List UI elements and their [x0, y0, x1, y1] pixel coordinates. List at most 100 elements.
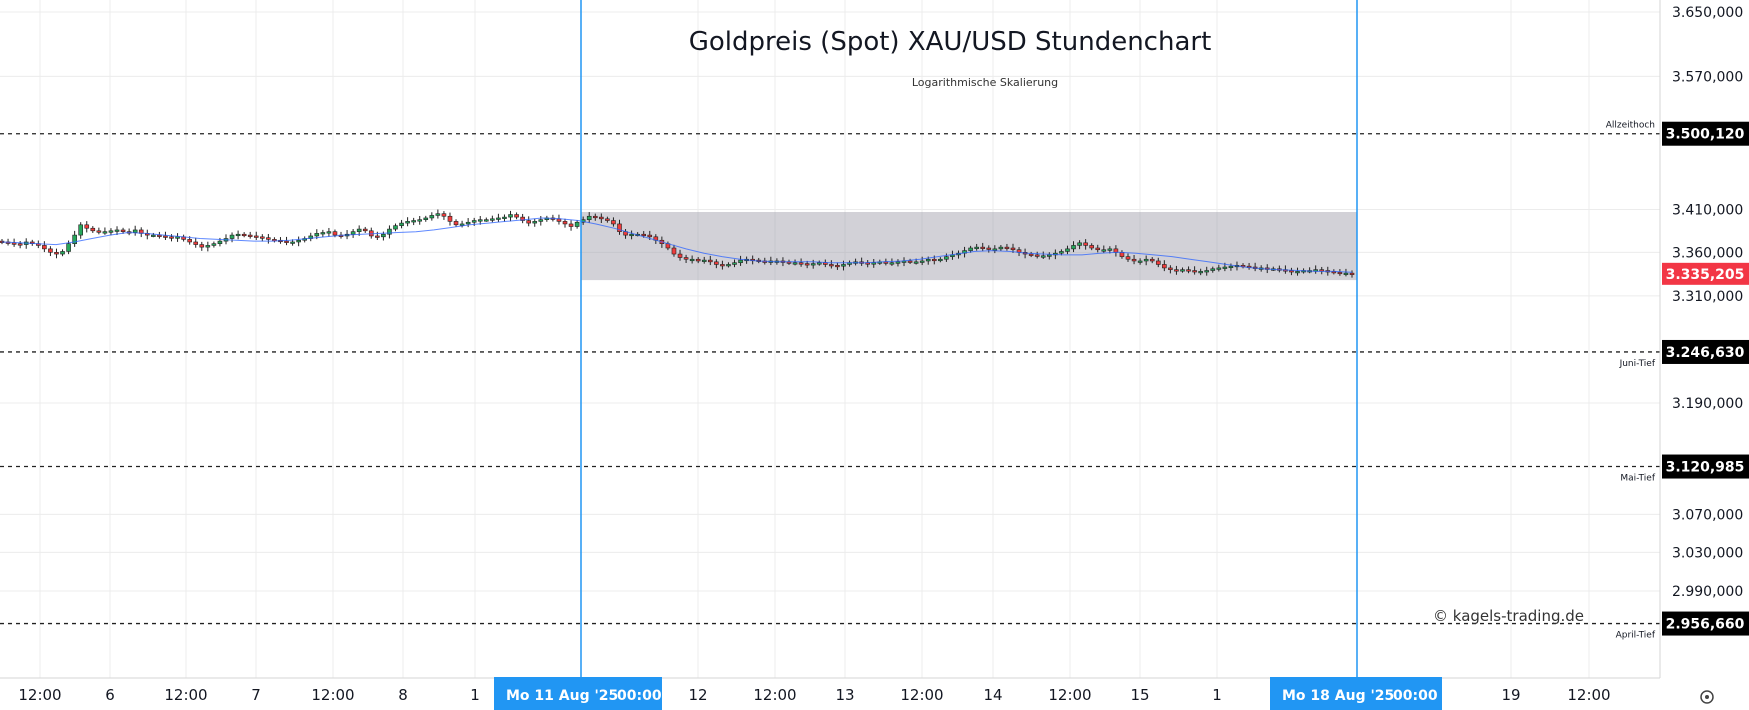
- candle-body: [175, 236, 180, 239]
- x-tick-label: 1: [470, 686, 480, 704]
- candle-body: [151, 234, 156, 237]
- candle-body: [399, 222, 404, 226]
- candle-body: [169, 236, 174, 239]
- candle-body: [1010, 247, 1016, 251]
- candle-body: [992, 248, 998, 251]
- candle-body: [48, 248, 53, 253]
- candle-body: [477, 219, 483, 222]
- candle-body: [429, 215, 435, 219]
- candle-body: [1131, 258, 1137, 262]
- candle-body: [1034, 254, 1040, 257]
- y-tick-label: 3.360,000: [1672, 245, 1743, 261]
- marker-badge-aug11: Mo 11 Aug '25 00:00: [494, 677, 662, 710]
- candle-body: [968, 247, 973, 251]
- candle-body: [574, 221, 580, 227]
- candle-body: [695, 258, 701, 262]
- candle-body: [895, 261, 901, 264]
- candle-body: [508, 214, 513, 218]
- candle-body: [538, 219, 544, 222]
- candle-body: [1004, 246, 1010, 249]
- x-tick-label: 12: [688, 686, 707, 704]
- y-tick-label: 3.410,000: [1672, 202, 1743, 218]
- candle-body: [326, 231, 332, 234]
- current-price-text: 3.335,205: [1666, 267, 1745, 283]
- level-badge-text: 3.246,630: [1666, 345, 1745, 361]
- marker-date: Mo 11 Aug '25: [506, 688, 618, 704]
- candle-body: [60, 251, 65, 255]
- candle-body: [96, 230, 102, 233]
- candle-body: [974, 246, 979, 249]
- moving-average-line: [1, 217, 1353, 273]
- candle-body: [986, 247, 992, 250]
- candle-body: [925, 258, 931, 262]
- candle-body: [496, 217, 501, 220]
- x-tick-label: 12:00: [311, 686, 354, 704]
- candle-body: [829, 264, 834, 267]
- candle-body: [1107, 248, 1113, 251]
- candle-body: [375, 235, 380, 238]
- x-tick-label: 12:00: [753, 686, 796, 704]
- level-badge-text: 3.500,120: [1666, 127, 1745, 143]
- candle-body: [1162, 264, 1167, 269]
- candle-body: [296, 239, 301, 243]
- candle-body: [810, 263, 816, 266]
- candle-body: [532, 221, 538, 224]
- candle-body: [1059, 251, 1064, 254]
- support-resistance-levels: Allzeithoch Juni-Tief Mai-Tief April-Tief: [0, 121, 1660, 641]
- x-tick-label: 1: [1212, 686, 1222, 704]
- candle-body: [157, 234, 162, 237]
- level-label: April-Tief: [1616, 631, 1656, 641]
- marker-time: 00:00: [617, 688, 662, 704]
- candle-body: [465, 221, 471, 225]
- candle-body: [187, 239, 192, 243]
- candle-body: [683, 257, 689, 260]
- settings-icon[interactable]: [1700, 690, 1714, 704]
- candle-body: [514, 214, 519, 218]
- x-tick-label: 7: [251, 686, 261, 704]
- candle-body: [356, 228, 362, 232]
- candle-body: [689, 258, 695, 262]
- candle-body: [592, 215, 598, 219]
- y-tick-label: 3.650,000: [1672, 5, 1743, 21]
- marker-date: Mo 18 Aug '25: [1282, 688, 1394, 704]
- candle-body: [1204, 270, 1210, 273]
- range-box: [581, 211, 1357, 281]
- candle-body: [447, 215, 453, 222]
- candle-body: [1222, 266, 1228, 269]
- candle-body: [919, 260, 925, 263]
- candle-body: [562, 221, 568, 225]
- candle-body: [205, 245, 211, 248]
- level-badge: [1662, 339, 1749, 364]
- candle-body: [1047, 254, 1052, 257]
- candle-body: [871, 262, 877, 265]
- candle-body: [405, 221, 410, 224]
- level-label: Allzeithoch: [1606, 121, 1655, 131]
- candle-body: [1192, 270, 1197, 273]
- candle-body: [1337, 271, 1343, 275]
- candle-body: [411, 220, 416, 223]
- y-tick-label: 3.570,000: [1672, 69, 1743, 85]
- candle-body: [647, 234, 653, 238]
- candle-body: [132, 229, 138, 233]
- candle-body: [381, 233, 386, 238]
- candle-body: [1180, 269, 1185, 272]
- candle-body: [568, 223, 574, 227]
- y-tick-label: 3.030,000: [1672, 545, 1743, 561]
- candle-body: [484, 219, 489, 222]
- candle-body: [841, 264, 846, 267]
- candle-body: [938, 258, 943, 262]
- candle-body: [1216, 267, 1222, 270]
- candle-body: [804, 263, 810, 266]
- candle-body: [387, 228, 392, 235]
- y-tick-label: 2.990,000: [1672, 584, 1743, 600]
- candle-body: [66, 243, 71, 252]
- candle-body: [423, 217, 429, 220]
- candle-body: [1095, 247, 1101, 251]
- candle-body: [1228, 265, 1234, 268]
- candle-body: [1040, 255, 1046, 258]
- candle-body: [1101, 249, 1107, 252]
- candle-body: [629, 233, 634, 237]
- candle-body: [889, 262, 895, 265]
- candle-body: [707, 259, 713, 263]
- candle-body: [199, 244, 205, 248]
